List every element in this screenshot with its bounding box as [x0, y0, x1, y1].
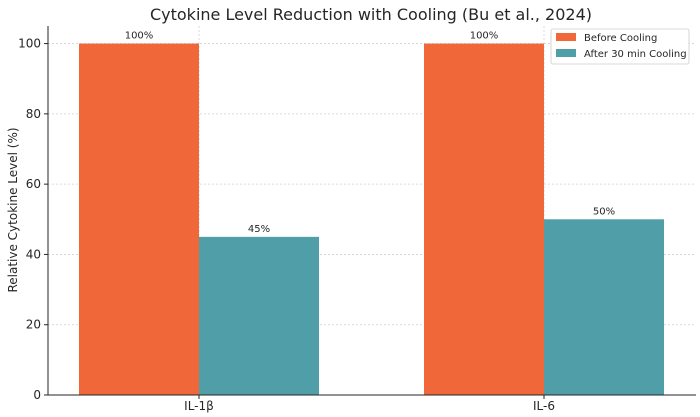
y-tick-label: 100	[18, 37, 41, 51]
bar-value-label: 100%	[470, 31, 499, 42]
y-tick-label: 80	[26, 107, 41, 121]
legend-swatch-after-cooling	[556, 49, 576, 57]
bar-before-1	[424, 43, 544, 395]
bar-value-label: 100%	[125, 31, 154, 42]
bar-value-label: 50%	[593, 206, 615, 217]
bar-value-label: 45%	[248, 224, 270, 235]
legend-label-after-cooling: After 30 min Cooling	[584, 49, 687, 60]
y-tick-label: 0	[33, 388, 41, 402]
y-tick-label: 20	[26, 318, 41, 332]
legend-label-before-cooling: Before Cooling	[584, 33, 657, 44]
bar-after-1	[544, 219, 664, 395]
bar-after-0	[199, 236, 319, 395]
x-ticks: IL-1β IL-6	[184, 395, 555, 413]
legend-swatch-before-cooling	[556, 33, 576, 41]
y-ticks: 0 20 40 60 80 100	[18, 37, 48, 402]
data-labels: 100% 45% 100% 50%	[125, 31, 615, 235]
x-tick-label: IL-1β	[184, 399, 214, 413]
axes	[47, 26, 696, 396]
y-axis-label: Relative Cytokine Level (%)	[6, 127, 20, 292]
y-tick-label: 60	[26, 177, 41, 191]
x-tick-label: IL-6	[533, 399, 555, 413]
y-tick-label: 40	[26, 247, 41, 261]
bar-before-0	[79, 43, 199, 395]
legend-box	[550, 28, 690, 65]
legend: Before Cooling After 30 min Cooling	[550, 28, 690, 65]
chart-title: Cytokine Level Reduction with Cooling (B…	[150, 5, 592, 24]
bars	[79, 43, 664, 395]
